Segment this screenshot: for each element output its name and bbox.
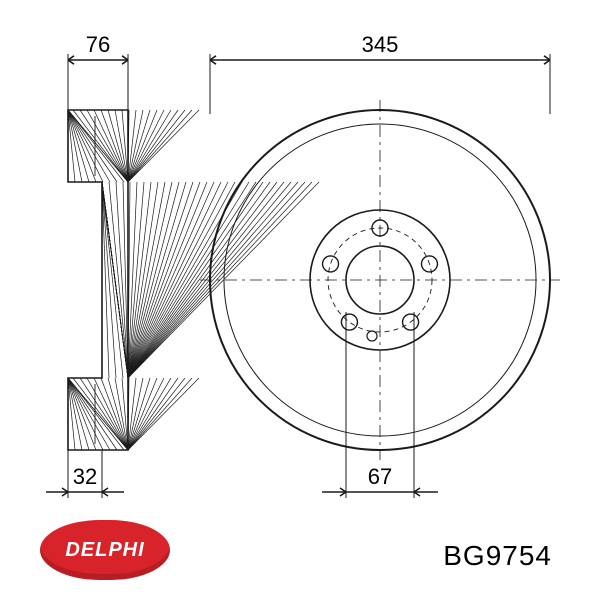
svg-text:67: 67 xyxy=(368,464,392,489)
svg-text:32: 32 xyxy=(73,464,97,489)
svg-text:345: 345 xyxy=(362,32,399,57)
svg-text:76: 76 xyxy=(86,32,110,57)
part-number: BG9754 xyxy=(443,540,552,572)
brand-logo: DELPHI xyxy=(40,520,170,580)
brand-text: DELPHI xyxy=(65,539,144,562)
